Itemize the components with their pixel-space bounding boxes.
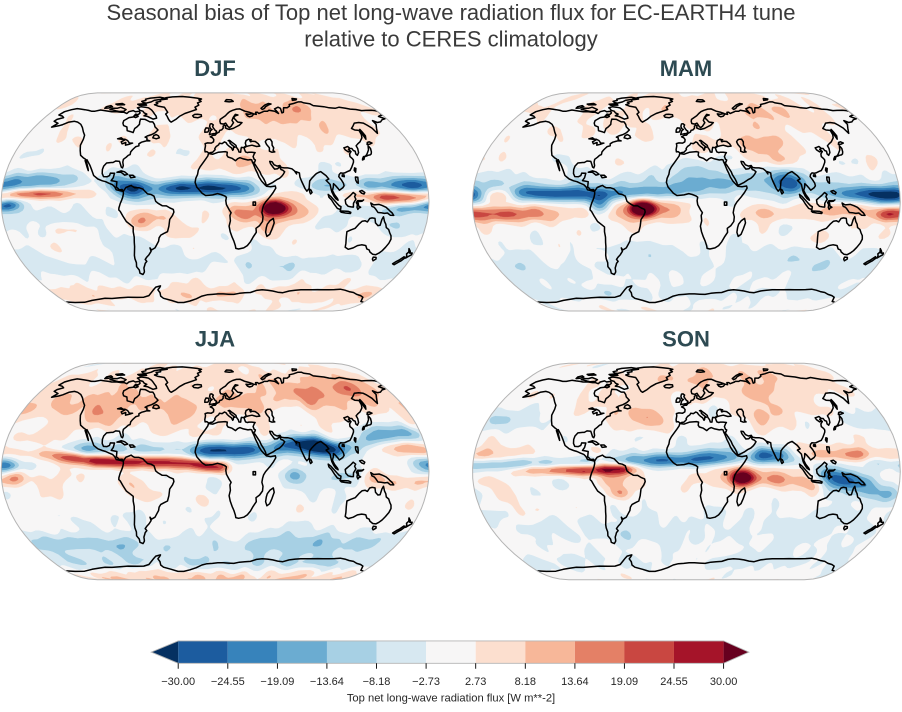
svg-text:13.64: 13.64	[561, 676, 589, 688]
svg-text:−30.00: −30.00	[161, 676, 195, 688]
svg-text:24.55: 24.55	[660, 676, 688, 688]
svg-text:SON: SON	[662, 327, 710, 352]
svg-text:−24.55: −24.55	[211, 676, 245, 688]
svg-text:19.09: 19.09	[611, 676, 639, 688]
svg-text:2.73: 2.73	[465, 676, 486, 688]
svg-text:−13.64: −13.64	[310, 676, 344, 688]
svg-text:−8.18: −8.18	[363, 676, 391, 688]
svg-text:30.00: 30.00	[710, 676, 738, 688]
svg-text:Top net long-wave radiation fl: Top net long-wave radiation flux [W m**-…	[347, 693, 555, 705]
svg-text:relative to CERES climatology: relative to CERES climatology	[304, 26, 597, 51]
svg-text:−2.73: −2.73	[412, 676, 440, 688]
svg-text:Seasonal bias of Top net long-: Seasonal bias of Top net long-wave radia…	[107, 0, 796, 25]
svg-text:MAM: MAM	[660, 56, 713, 81]
svg-text:8.18: 8.18	[515, 676, 536, 688]
svg-text:JJA: JJA	[195, 327, 235, 352]
svg-text:−19.09: −19.09	[260, 676, 294, 688]
svg-text:DJF: DJF	[194, 56, 236, 81]
